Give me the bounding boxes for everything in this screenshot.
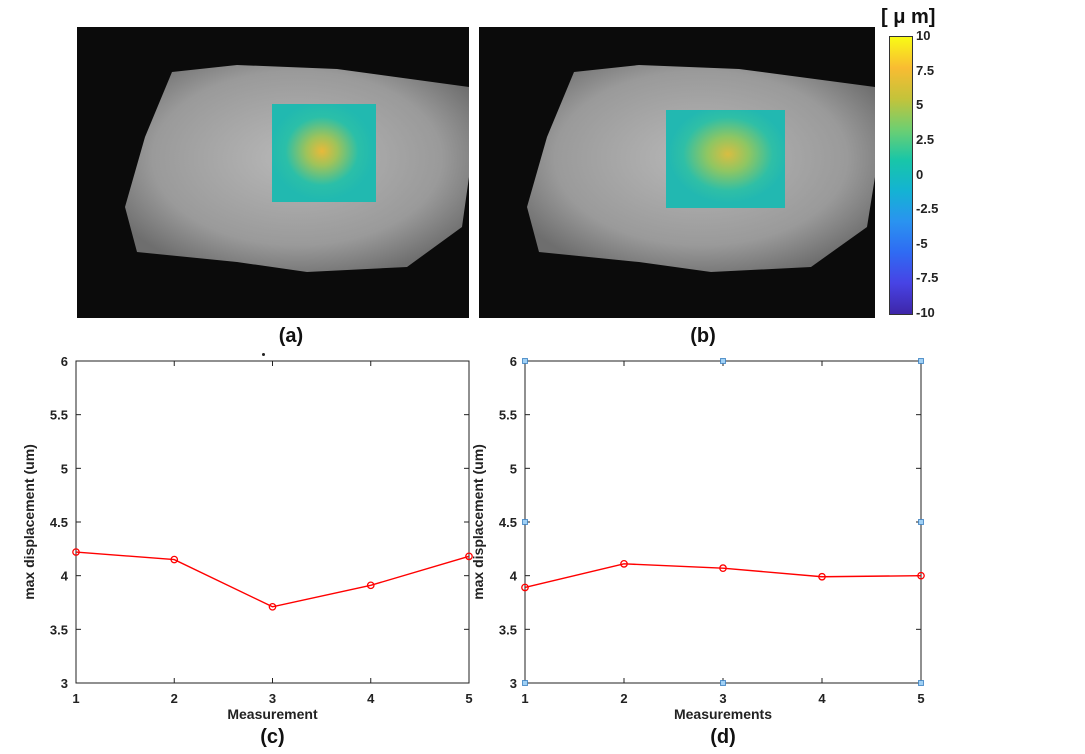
selection-handle [918,680,924,686]
plot-area [524,360,922,684]
y-tick-label: 5.5 [499,408,517,423]
panel-label-b: (b) [690,325,716,347]
data-point [268,602,277,611]
selection-handle [522,519,528,525]
y-tick-label: 3 [61,676,68,691]
tissue-image-b [479,27,875,318]
chart-d: 3 3.5 4 4.5 5 5.5 6 1 2 3 4 5 Measurements max displa… [470,354,925,748]
y-tick-label: 4 [510,569,518,584]
data-point [72,548,80,556]
colorbar-unit-label: [ μ m] [881,6,936,28]
data-point [521,583,529,592]
tissue-image-a [77,27,469,318]
data-point [170,555,179,564]
stray-dot [262,353,265,356]
colorbar-tick-label: -10 [916,305,935,320]
data-point [366,581,375,590]
data-point [620,560,628,568]
y-tick-label: 3.5 [50,622,68,637]
selection-handle [918,519,924,525]
y-tick-label: 5.5 [50,408,68,423]
colorbar-tick-label: -5 [916,235,928,251]
displacement-overlay-a [272,104,376,202]
colorbar-tick-label: -7.5 [916,270,939,286]
colorbar-tick-label: 2.5 [916,131,935,147]
selection-handle [720,358,726,364]
data-point [818,572,826,581]
chart-c: 3 3.5 4 4.5 5 5.5 6 1 2 3 4 5 Measurement max displac… [21,354,473,748]
y-tick-label: 3 [510,676,517,691]
y-tick-label: 5 [61,461,68,476]
x-tick-label: 1 [72,691,79,706]
x-tick-label: 3 [719,691,726,706]
x-tick-label: 4 [367,691,375,706]
colorbar-gradient [890,37,912,314]
data-point [917,571,925,580]
x-tick-label: 5 [917,691,924,706]
x-tick-label: 1 [521,691,528,706]
x-tick-label: 2 [171,691,178,706]
selection-handle [918,358,924,364]
image-panel-b [479,27,875,318]
x-tick-label: 5 [465,691,472,706]
selection-handle [522,358,528,364]
x-tick-label: 4 [818,691,826,706]
colorbar-tick-label: -2.5 [916,201,939,217]
y-tick-label: 4 [61,569,69,584]
displacement-overlay-b [666,110,785,208]
colorbar-tick-label: 5 [916,97,924,113]
colorbar-tick-label: 10 [916,28,931,43]
plot-area [75,360,470,684]
y-axis-label: max displacement (um) [470,444,486,600]
x-axis-label: Measurement [227,706,318,722]
panel-label-a: (a) [278,325,304,347]
y-axis-label: max displacement (um) [21,444,37,600]
x-axis-label: Measurements [674,706,772,722]
y-tick-label: 4.5 [499,515,517,530]
colorbar-tick-label: 7.5 [916,62,935,78]
y-tick-label: 6 [61,354,68,369]
selection-handle [720,680,726,686]
y-tick-label: 4.5 [50,515,68,530]
selection-handle [522,680,528,686]
y-tick-label: 5 [510,461,517,476]
y-tick-label: 3.5 [499,622,517,637]
data-point [465,552,473,561]
image-panel-a [77,27,469,318]
series-line [75,551,470,608]
x-tick-label: 2 [620,691,627,706]
colorbar-ticks: 10 7.5 5 2.5 0 -2.5 -5 -7.5 -10 [916,28,976,320]
y-tick-label: 6 [510,354,517,369]
data-point [719,564,727,573]
panel-label: (c) [260,726,284,748]
colorbar-tick-label: 0 [916,166,924,182]
panel-label: (d) [710,726,736,748]
colorbar [889,36,913,315]
series-line [524,563,922,589]
x-tick-label: 3 [269,691,276,706]
